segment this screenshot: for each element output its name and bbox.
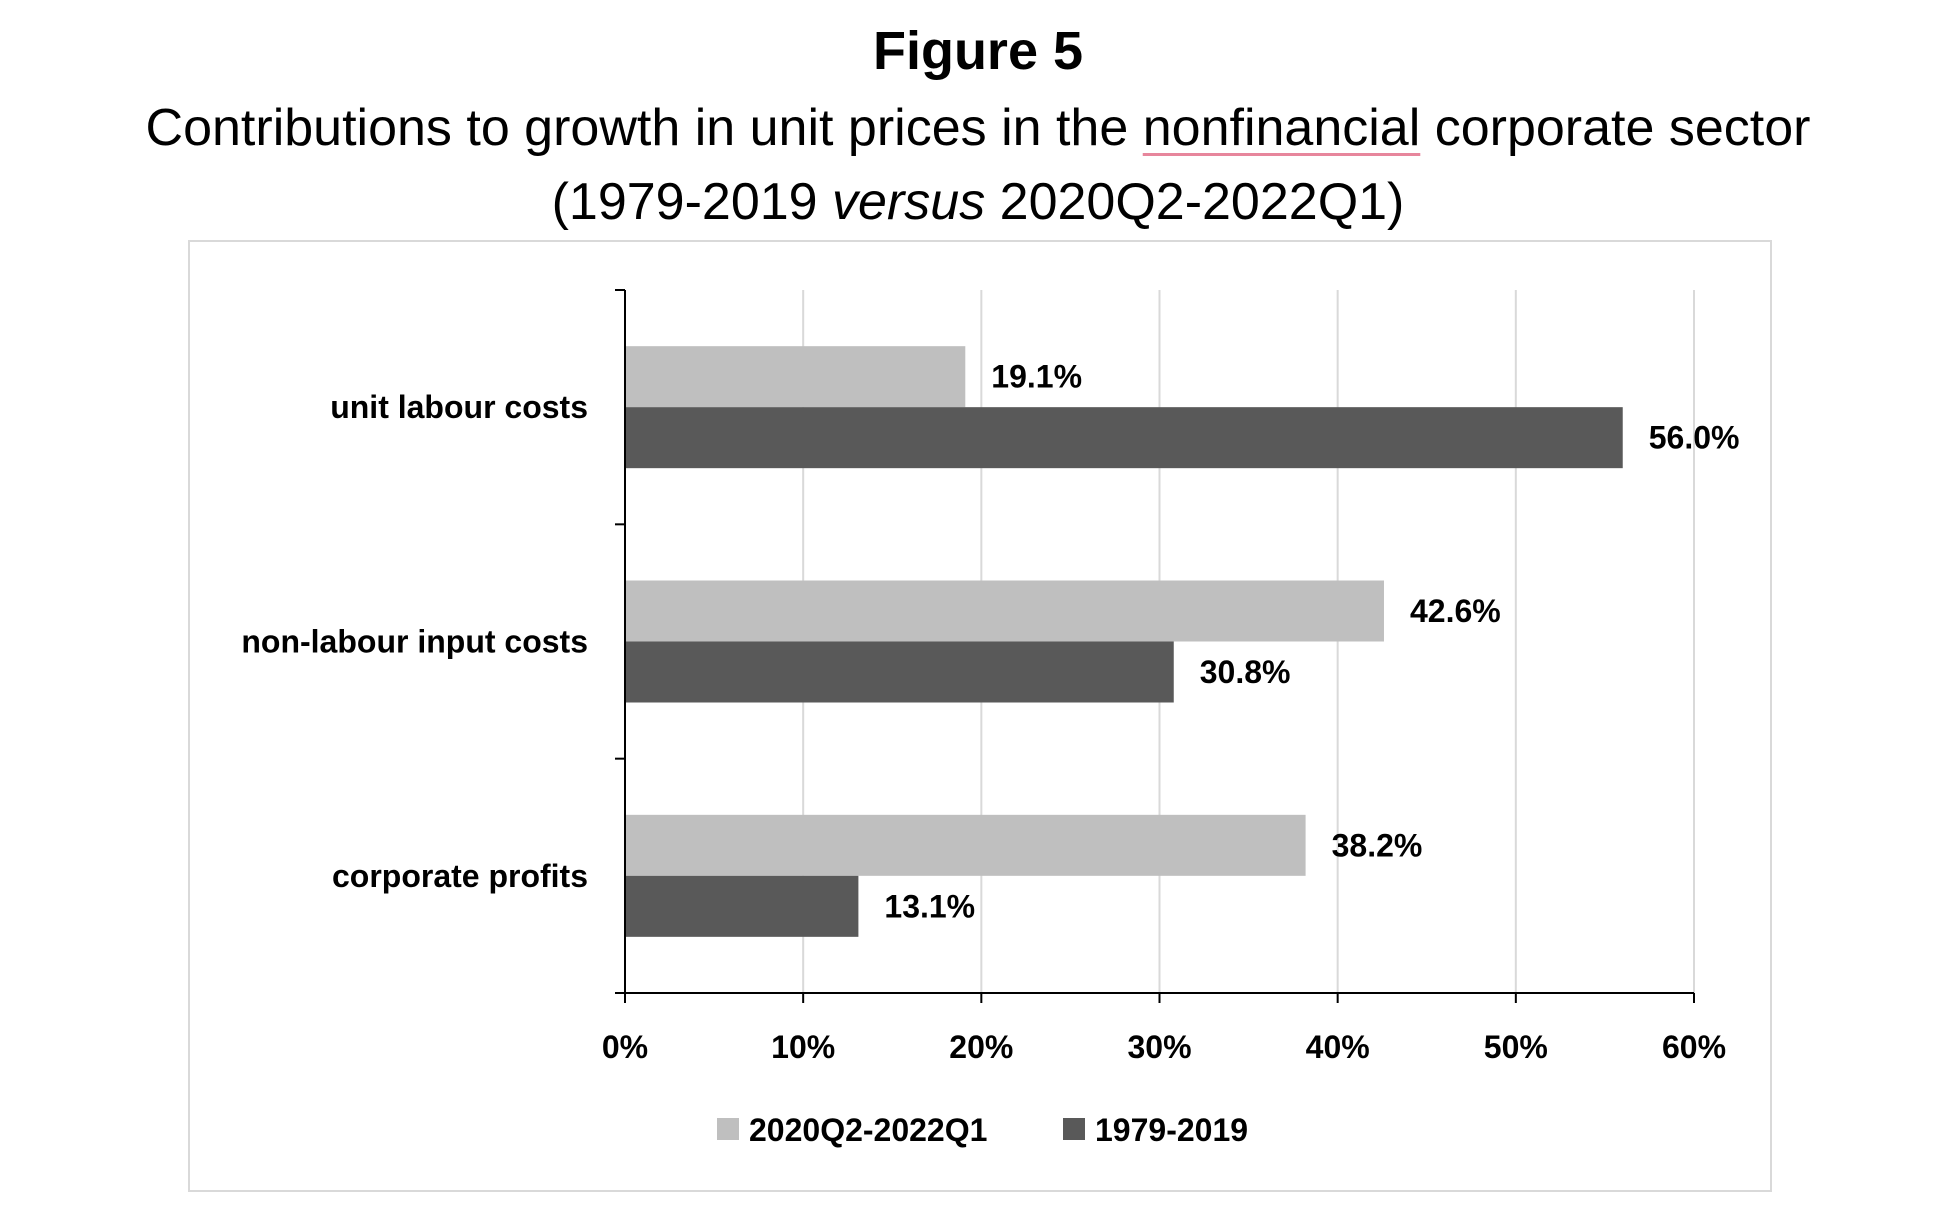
figure-label: Figure 5 [872,21,1084,81]
x-tick-label-50: 50% [1484,1029,1548,1065]
x-tick-label-20: 20% [949,1029,1013,1065]
legend-swatch-1979-2019 [1063,1118,1085,1140]
category-label-unit-labour-costs: unit labour costs [330,389,588,425]
data-label-unit-labour-costs-2020q2-2022q1: 19.1% [991,359,1082,395]
bar-unit-labour-costs-1979-2019 [625,407,1623,469]
data-label-non-labour-input-costs-2020q2-2022q1: 42.6% [1410,593,1501,629]
legend-label-2020q2-2022q1: 2020Q2-2022Q1 [749,1112,987,1148]
chart-title: Contributions to growth in unit prices i… [0,99,1956,157]
data-label-corporate-profits-2020q2-2022q1: 38.2% [1332,827,1423,863]
category-label-corporate-profits: corporate profits [332,858,588,894]
legend-label-1979-2019: 1979-2019 [1095,1112,1248,1148]
chart-title-part-1: Contributions to growth in unit prices i… [145,99,1143,157]
labels: 19.1% 56.0% unit labour costs 42.6% 30.8% non… [241,359,1739,925]
bars [625,346,1623,937]
category-label-non-labour-input-costs: non-labour input costs [241,624,588,660]
x-tick-label-40: 40% [1306,1029,1370,1065]
x-tick-label-0: 0% [602,1029,648,1065]
chart-frame [188,240,1772,1192]
chart-title-part-2: corporate sector [1420,99,1811,157]
x-tick-label-10: 10% [771,1029,835,1065]
chart-subtitle-close: 2020Q2-2022Q1) [985,173,1405,231]
chart-subtitle-open: (1979-2019 [551,173,833,231]
bar-corporate-profits-2020q2-2022q1 [625,814,1306,876]
chart-title-underlined-word: nonfinancial [1142,99,1421,157]
axes: 0% 10% 20% 30% 40% 50% 60% [602,289,1726,1065]
bar-non-labour-input-costs-2020q2-2022q1 [625,580,1384,642]
x-tick-label-30: 30% [1127,1029,1191,1065]
legend: 2020Q2-2022Q1 1979-2019 [717,1112,1248,1148]
data-label-non-labour-input-costs-1979-2019: 30.8% [1200,654,1291,690]
bar-non-labour-input-costs-1979-2019 [625,641,1174,703]
bar-corporate-profits-1979-2019 [625,875,859,937]
chart-subtitle: (1979-2019 versus 2020Q2-2022Q1) [0,173,1956,231]
chart-subtitle-italic: versus [832,173,986,231]
x-tick-label-60: 60% [1662,1029,1726,1065]
bar-unit-labour-costs-2020q2-2022q1 [625,346,966,408]
data-label-corporate-profits-1979-2019: 13.1% [884,888,975,924]
data-label-unit-labour-costs-1979-2019: 56.0% [1649,420,1740,456]
legend-swatch-2020q2-2022q1 [717,1118,739,1140]
